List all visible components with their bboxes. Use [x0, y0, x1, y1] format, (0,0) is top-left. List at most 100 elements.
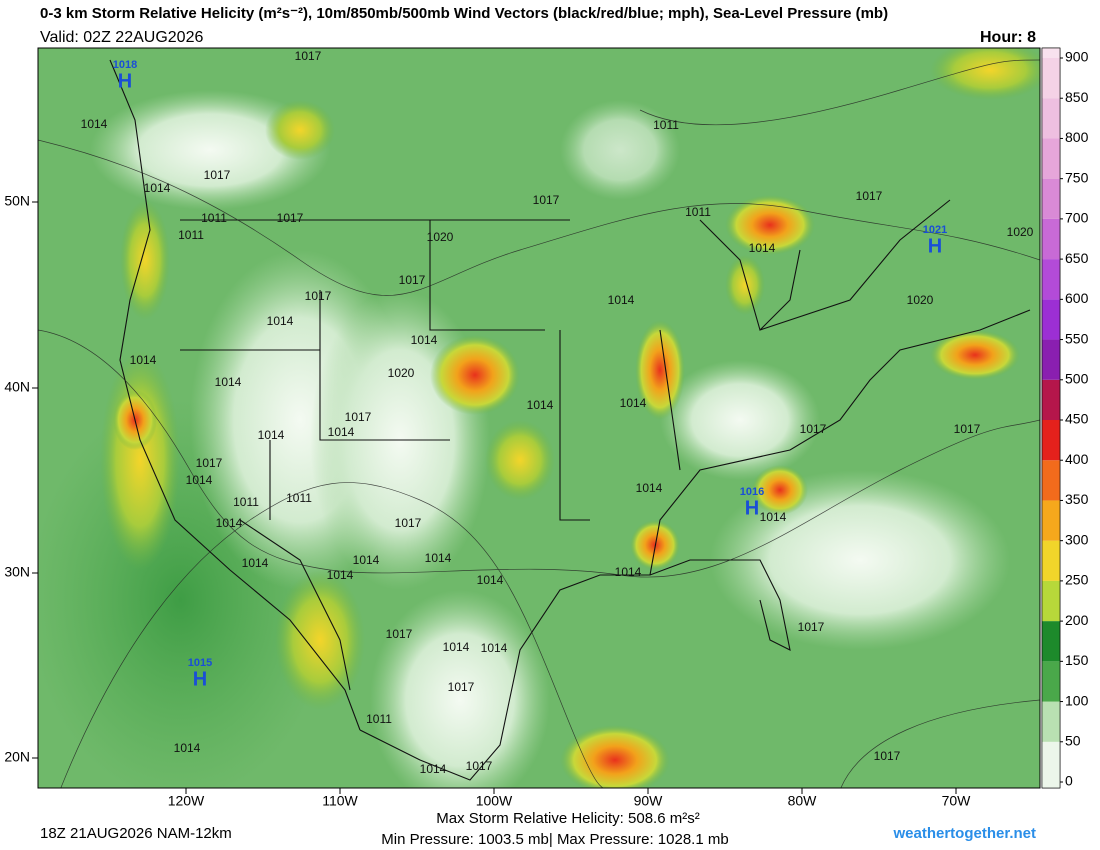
isobar-label: 1017 — [399, 273, 426, 287]
isobar-label: 1017 — [386, 627, 413, 641]
isobar-label: 1017 — [800, 422, 827, 436]
lat-label: 40N — [4, 379, 30, 395]
colorbar-segment — [1042, 420, 1060, 461]
high-pressure-symbol: H — [118, 70, 132, 92]
isobar-label: 1014 — [481, 641, 508, 655]
forecast-hour: Hour: 8 — [980, 29, 1036, 46]
colorbar-tick-label: 50 — [1065, 732, 1081, 748]
colorbar-segment — [1042, 48, 1060, 58]
site-name: weathertogether.net — [892, 825, 1036, 842]
isobar-label: 1011 — [233, 495, 259, 509]
isobar-label: 1014 — [215, 375, 242, 389]
colorbar-segment — [1042, 540, 1060, 581]
colorbar-tick-label: 900 — [1065, 49, 1089, 65]
colorbar-tick-label: 600 — [1065, 290, 1089, 306]
colorbar-tick-label: 800 — [1065, 129, 1089, 145]
isobar-label: 1014 — [130, 353, 157, 367]
isobar-label: 1014 — [328, 425, 355, 439]
colorbar-segment — [1042, 621, 1060, 662]
isobar-label: 1017 — [295, 49, 322, 63]
valid-time: Valid: 02Z 22AUG2026 — [40, 29, 203, 46]
colorbar-segment — [1042, 339, 1060, 380]
high-pressure-value: 1018 — [113, 59, 137, 71]
isobar-label: 1020 — [907, 293, 934, 307]
colorbar-segment — [1042, 299, 1060, 340]
isobar-label: 1017 — [798, 620, 825, 634]
lat-label: 50N — [4, 193, 30, 209]
colorbar-segment — [1042, 58, 1060, 99]
isobar-label: 1014 — [81, 117, 108, 131]
isobar-label: 1014 — [760, 510, 787, 524]
isobar-label: 1017 — [533, 193, 560, 207]
colorbar-tick-label: 500 — [1065, 370, 1089, 386]
map-frame — [37, 47, 1041, 789]
colorbar-tick-label: 100 — [1065, 692, 1089, 708]
isobar-label: 1020 — [1007, 225, 1034, 239]
colorbar-tick-label: 700 — [1065, 210, 1089, 226]
colorbar-segment — [1042, 98, 1060, 139]
colorbar-tick-label: 750 — [1065, 169, 1089, 185]
isobar-label: 1017 — [196, 456, 223, 470]
isobar-label: 1014 — [258, 428, 285, 442]
colorbar-tick-label: 450 — [1065, 411, 1089, 427]
isobar-label: 1011 — [178, 228, 204, 242]
colorbar-segment — [1042, 259, 1060, 300]
high-pressure-symbol: H — [745, 497, 759, 519]
high-pressure-value: 1015 — [188, 657, 212, 669]
high-pressure-value: 1016 — [740, 486, 764, 498]
max-helicity: Max Storm Relative Helicity: 508.6 m²s² — [436, 810, 699, 827]
high-pressure-value: 1021 — [923, 224, 947, 236]
high-pressure-symbol: H — [193, 668, 207, 690]
high-pressure-symbol: H — [928, 235, 942, 257]
lon-label: 90W — [634, 793, 664, 809]
isobar-label: 1017 — [395, 516, 422, 530]
isobar-label: 1014 — [186, 473, 213, 487]
lon-label: 120W — [168, 793, 205, 809]
colorbar-tick-label: 400 — [1065, 451, 1089, 467]
isobar-label: 1020 — [388, 366, 415, 380]
isobar-label: 1014 — [620, 396, 647, 410]
isobar-label: 1014 — [174, 741, 201, 755]
isobar-label: 1011 — [366, 712, 392, 726]
isobar-label: 1014 — [216, 516, 243, 530]
isobar-label: 1014 — [267, 314, 294, 328]
map-field — [38, 48, 1040, 788]
colorbar-segment — [1042, 178, 1060, 219]
colorbar-segment — [1042, 218, 1060, 260]
colorbar-tick-label: 0 — [1065, 773, 1073, 789]
colorbar-tick-label: 650 — [1065, 250, 1089, 266]
isobar-label: 1011 — [286, 491, 312, 505]
title: 0-3 km Storm Relative Helicity (m²s⁻²), … — [40, 5, 888, 22]
isobar-label: 1017 — [874, 749, 901, 763]
colorbar-tick-label: 300 — [1065, 531, 1089, 547]
isobar-label: 1017 — [305, 289, 332, 303]
isobar-label: 1014 — [411, 333, 438, 347]
isobar-label: 1014 — [353, 553, 380, 567]
lon-label: 70W — [942, 793, 972, 809]
colorbar-border — [1041, 47, 1061, 789]
isobar-label: 1014 — [443, 640, 470, 654]
colorbar-segment — [1042, 661, 1060, 702]
colorbar-tick-label: 350 — [1065, 491, 1089, 507]
isobar-label: 1014 — [615, 565, 642, 579]
isobar-label: 1017 — [466, 759, 493, 773]
isobar-label: 1011 — [685, 205, 711, 219]
isobar-label: 1017 — [448, 680, 475, 694]
isobar-label: 1014 — [636, 481, 663, 495]
isobar-label: 1017 — [277, 211, 304, 225]
lon-label: 80W — [788, 793, 818, 809]
isobar-label: 1017 — [856, 189, 883, 203]
colorbar-tick-label: 550 — [1065, 330, 1089, 346]
isobar-label: 1017 — [345, 410, 372, 424]
colorbar-segment — [1042, 379, 1060, 420]
model-run: 18Z 21AUG2026 NAM-12km — [40, 825, 232, 842]
isobar-label: 1014 — [425, 551, 452, 565]
pressure-range: Min Pressure: 1003.5 mb| Max Pressure: 1… — [381, 831, 728, 848]
lat-label: 20N — [4, 749, 30, 765]
isobar-label: 1017 — [204, 168, 231, 182]
lon-label: 110W — [322, 793, 358, 809]
isobar-label: 1017 — [954, 422, 981, 436]
isobar-label: 1014 — [327, 568, 354, 582]
colorbar-tick-label: 150 — [1065, 652, 1089, 668]
